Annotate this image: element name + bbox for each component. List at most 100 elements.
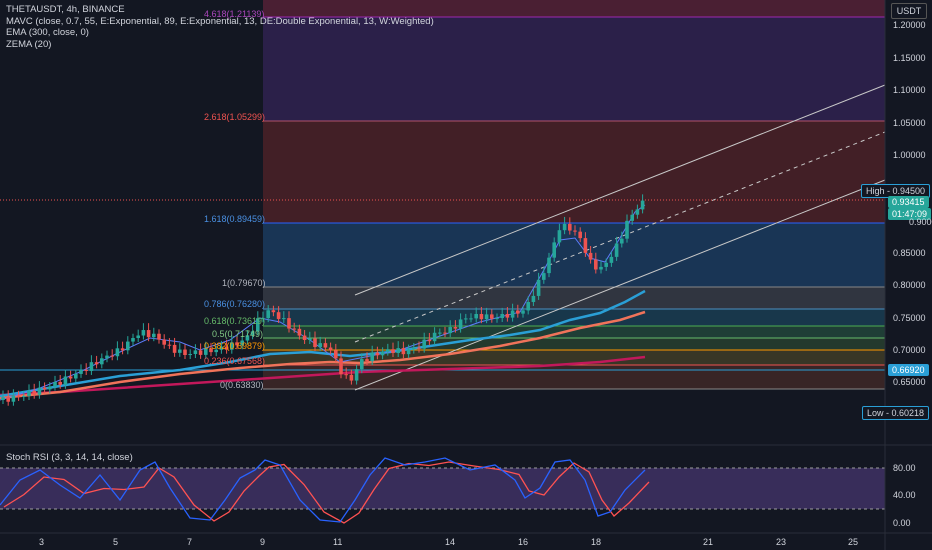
candle-body — [531, 295, 536, 303]
candle-body — [74, 373, 78, 379]
time-tick: 23 — [776, 537, 787, 547]
candle-body — [526, 302, 530, 311]
fib-label-5: 0.5(0.71749) — [212, 329, 264, 339]
candle-body — [438, 332, 442, 334]
fib-label-618: 0.618(0.73619) — [204, 316, 266, 326]
candle-body — [178, 349, 182, 353]
candle-body — [375, 352, 380, 356]
candle-body — [157, 333, 161, 340]
candle-body — [557, 230, 562, 243]
candle-body — [292, 328, 296, 330]
candle-body — [308, 338, 312, 341]
time-tick: 18 — [591, 537, 602, 547]
fib-zones — [263, 0, 885, 389]
time-tick: 14 — [445, 537, 456, 547]
candle-body — [188, 354, 192, 356]
ema-legend[interactable]: EMA (300, close, 0) — [6, 27, 89, 38]
last-price-tag: 0.93415 — [888, 196, 929, 208]
price-tick-partial: 0.90000 — [909, 217, 932, 227]
candle-body — [401, 348, 406, 355]
candle-body — [614, 243, 619, 257]
candle-body — [386, 349, 390, 352]
chart-legend: THETAUSDT, 4h, BINANCE MAVC (close, 0.7,… — [6, 4, 434, 50]
candle-body — [500, 313, 504, 319]
candle-body — [32, 390, 36, 395]
fib-zone-3618 — [263, 17, 885, 121]
candle-body — [250, 331, 255, 336]
candle-body — [417, 347, 421, 349]
candle-body — [214, 349, 218, 353]
ema-300-line — [0, 355, 646, 397]
candle-body — [412, 347, 416, 350]
candle-body — [318, 343, 322, 347]
fib-zone-618 — [263, 326, 885, 338]
stoch-legend[interactable]: Stoch RSI (3, 3, 14, 14, close) — [6, 452, 133, 463]
price-tick: 0.80000 — [893, 280, 926, 290]
time-tick: 5 — [113, 537, 119, 547]
candle-body — [276, 312, 281, 319]
price-tick: 1.00000 — [893, 150, 926, 160]
symbol-title[interactable]: THETAUSDT, 4h, BINANCE — [6, 4, 125, 15]
candle-body — [219, 346, 224, 350]
fib-label-786: 0.786(0.76280) — [204, 299, 266, 309]
zema-legend[interactable]: ZEMA (20) — [6, 38, 52, 50]
stoch-k-line — [0, 457, 646, 523]
candle-body — [354, 369, 359, 381]
candle-body — [16, 395, 21, 397]
time-tick: 3 — [39, 537, 45, 547]
candle-body — [115, 348, 120, 357]
price-tick: 1.05000 — [893, 118, 926, 128]
candle-body — [344, 374, 348, 376]
candle-body — [230, 342, 234, 350]
candle-body — [490, 314, 494, 319]
mavc-legend[interactable]: MAVC (close, 0.7, 55, E:Exponential, 89,… — [6, 15, 434, 27]
price-tick: 1.20000 — [893, 20, 926, 30]
candle-body — [120, 348, 125, 351]
candle-body — [484, 314, 489, 320]
candle-body — [240, 340, 244, 346]
candle-body — [588, 252, 593, 260]
stoch-tick: 0.00 — [893, 518, 911, 528]
candle-body — [84, 369, 88, 371]
candle-body — [365, 359, 369, 362]
candle-body — [261, 318, 265, 320]
candle-body — [474, 313, 478, 319]
candle-body — [11, 395, 16, 402]
price-tick: 0.70000 — [893, 345, 926, 355]
candle-body — [58, 381, 62, 385]
currency-button[interactable]: USDT — [891, 3, 927, 19]
candle-body — [6, 397, 10, 402]
candle-body — [136, 335, 140, 339]
fib-label-382: 0.382(0.69879) — [204, 341, 266, 351]
candle-body — [380, 351, 385, 356]
candle-body — [562, 223, 567, 231]
candle-body — [94, 362, 99, 365]
candle-body — [198, 350, 203, 355]
countdown-tag: 01:47:09 — [888, 208, 932, 220]
price-tick: 1.15000 — [893, 53, 926, 63]
time-tick: 21 — [703, 537, 714, 547]
fib-zone-4618 — [263, 0, 885, 17]
candle-body — [302, 335, 307, 341]
candle-body — [53, 381, 57, 387]
fib-label-2618: 2.618(1.05299) — [204, 112, 266, 122]
time-tick: 7 — [187, 537, 193, 547]
candle-body — [443, 332, 447, 334]
candle-body — [162, 339, 166, 345]
candle-body — [536, 279, 541, 296]
fib-label-236: 0.236(0.67568) — [204, 356, 266, 366]
candle-body — [406, 349, 411, 355]
candle-body — [578, 231, 582, 239]
candle-body — [22, 395, 26, 397]
fib-label-0: 0(0.63830) — [220, 380, 264, 390]
candle-body — [458, 319, 463, 329]
fib-label-1: 1(0.79670) — [222, 278, 266, 288]
candle-body — [594, 259, 598, 270]
candle-body — [204, 348, 208, 355]
fib-label-4618: 4.618(1.21139) — [204, 9, 265, 19]
time-tick: 25 — [848, 537, 859, 547]
candle-body — [209, 348, 213, 353]
stoch-tick: 40.00 — [893, 490, 916, 500]
candle-body — [152, 333, 156, 338]
